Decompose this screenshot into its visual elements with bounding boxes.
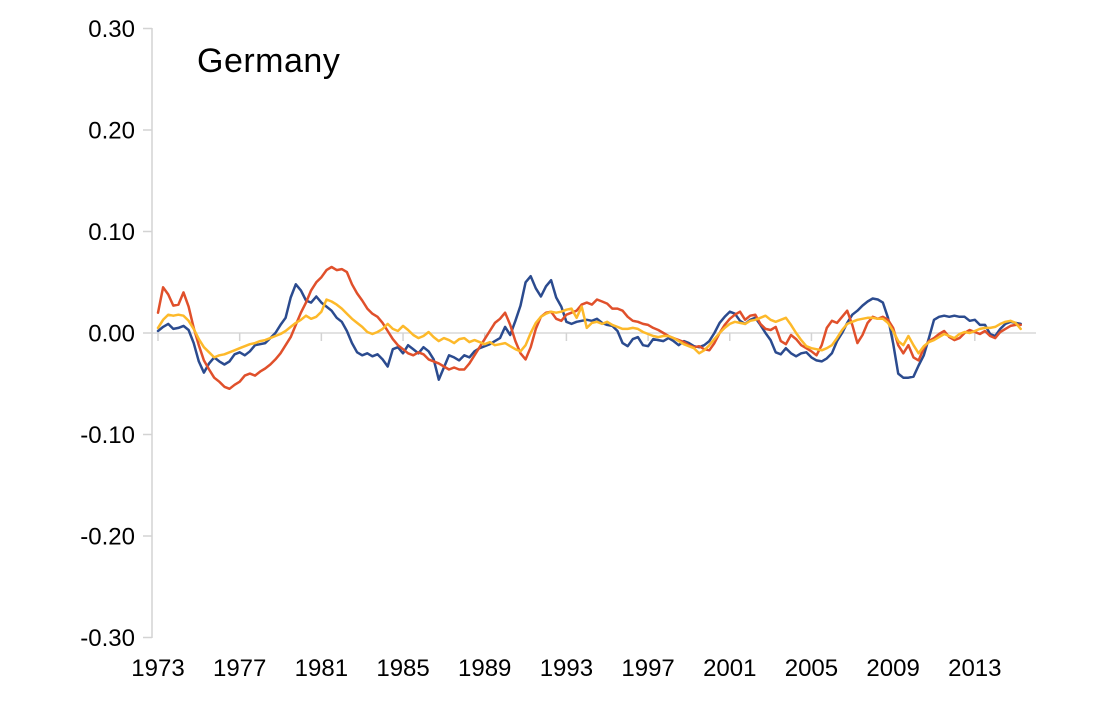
x-axis-label: 1977	[213, 655, 266, 682]
chart-title: Germany	[197, 42, 341, 80]
series-yellow-line	[156, 298, 1022, 359]
x-axis-label: 2009	[866, 655, 919, 682]
y-axis-label: -0.10	[80, 422, 135, 449]
y-axis-label: -0.30	[80, 625, 135, 652]
data-series	[156, 265, 1022, 391]
x-axis-label: 1997	[621, 655, 674, 682]
x-axis-label: 1993	[540, 655, 593, 682]
y-axis-label: 0.30	[88, 16, 135, 43]
x-axis-label: 2013	[948, 655, 1001, 682]
y-axis-label: 0.20	[88, 118, 135, 145]
x-axis-label: 2001	[703, 655, 756, 682]
series-dark-blue-line	[156, 274, 1022, 381]
x-axis-label: 1973	[131, 655, 184, 682]
x-axis-label: 1985	[376, 655, 429, 682]
x-axis-label: 1989	[458, 655, 511, 682]
y-axis-label: 0.00	[88, 321, 135, 348]
x-axis-label: 1981	[295, 655, 348, 682]
y-axis-label: 0.10	[88, 219, 135, 246]
x-axis-label: 2005	[785, 655, 838, 682]
y-axis-label: -0.20	[80, 524, 135, 551]
axis-labels: 0.30 0.20 0.10 0.00 -0.10 -0.20 -0.30 1973 1977 1…	[80, 16, 1001, 682]
